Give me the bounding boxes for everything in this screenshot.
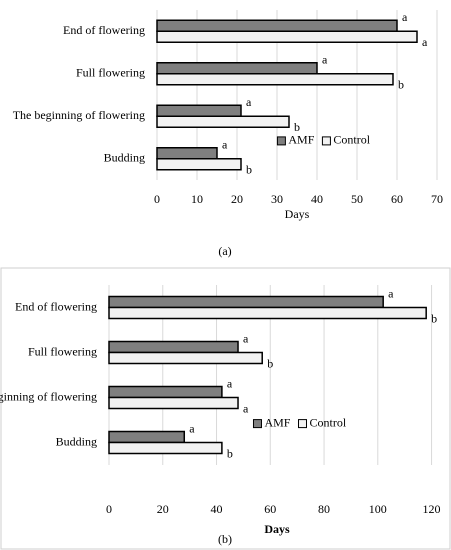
significance-letter: a [388, 286, 394, 300]
bar [108, 351, 263, 365]
x-tick-label: 10 [191, 192, 203, 206]
significance-letter: a [402, 10, 408, 24]
significance-letter: b [431, 311, 437, 325]
legend-label: Control [309, 415, 346, 429]
significance-letter: a [222, 138, 228, 152]
bar [108, 295, 384, 309]
x-tick-label: 50 [351, 192, 363, 206]
bar [108, 306, 427, 320]
category-label: End of flowering [15, 299, 97, 313]
legend-swatch [321, 136, 331, 146]
legend-swatch [297, 419, 307, 429]
bar [156, 158, 242, 171]
bar [108, 385, 223, 399]
bar [156, 115, 290, 128]
significance-letter: a [246, 95, 252, 109]
category-label: The beginning of flowering [13, 108, 145, 122]
bar [108, 441, 223, 455]
x-axis-label: Days [285, 207, 310, 221]
x-tick-label: 20 [231, 192, 243, 206]
x-tick-label: 20 [157, 502, 169, 516]
bar [156, 147, 218, 160]
significance-letter: b [398, 78, 404, 92]
significance-letter: a [189, 421, 195, 435]
significance-letter: b [294, 120, 300, 134]
category-label: Budding [104, 151, 145, 165]
legend-swatch [276, 136, 286, 146]
legend-label: AMF [288, 133, 314, 147]
x-tick-label: 0 [106, 502, 112, 516]
panel-frame [0, 267, 451, 550]
legend-label: AMF [264, 415, 290, 429]
x-tick-label: 30 [271, 192, 283, 206]
bar [108, 340, 239, 354]
category-label: Full flowering [28, 344, 97, 358]
caption: (a) [218, 244, 231, 258]
x-tick-label: 120 [423, 502, 441, 516]
significance-letter: a [322, 53, 328, 67]
bar [156, 73, 394, 86]
bar [108, 396, 239, 410]
x-tick-label: 60 [264, 502, 276, 516]
bar [156, 19, 398, 32]
bar [108, 430, 186, 444]
x-tick-label: 100 [369, 502, 387, 516]
significance-letter: a [243, 401, 249, 415]
category-label: End of flowering [63, 23, 145, 37]
category-label: Full flowering [76, 66, 145, 80]
x-tick-label: 70 [431, 192, 443, 206]
significance-letter: b [246, 163, 252, 177]
x-tick-label: 40 [311, 192, 323, 206]
x-axis-label: Days [264, 522, 290, 536]
caption: (b) [218, 532, 232, 546]
significance-letter: a [227, 376, 233, 390]
bar [156, 104, 242, 117]
significance-letter: b [227, 446, 233, 460]
category-label: Budding [56, 434, 97, 448]
x-tick-label: 40 [211, 502, 223, 516]
bar [156, 30, 418, 43]
legend-swatch [252, 419, 262, 429]
category-label: The beginning of flowering [0, 389, 97, 403]
x-tick-label: 80 [318, 502, 330, 516]
x-tick-label: 60 [391, 192, 403, 206]
x-tick-label: 0 [154, 192, 160, 206]
bar [156, 62, 318, 75]
significance-letter: a [243, 331, 249, 345]
legend-label: Control [333, 133, 370, 147]
significance-letter: a [422, 35, 428, 49]
significance-letter: b [267, 356, 273, 370]
